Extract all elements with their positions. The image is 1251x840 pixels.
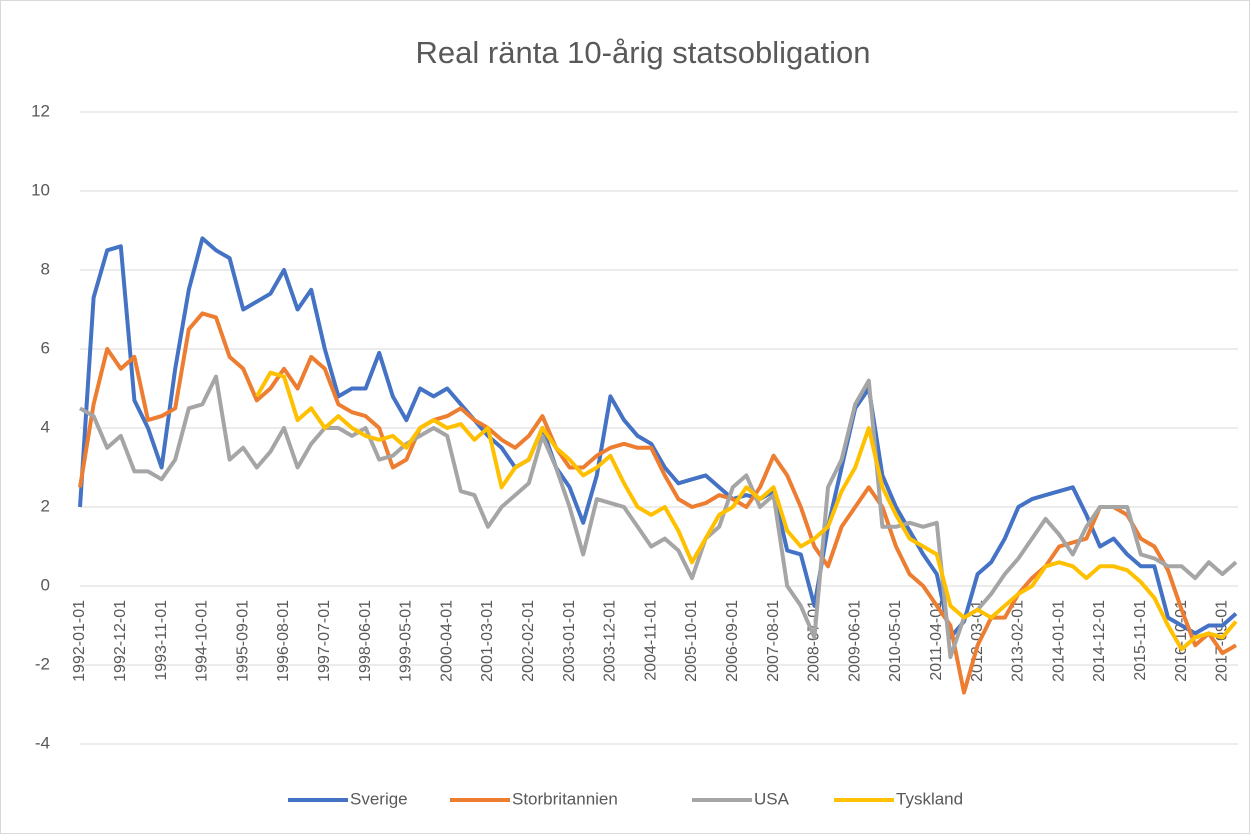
x-tick-label: 1998-06-01: [357, 600, 374, 682]
x-tick-label: 2000-04-01: [438, 600, 455, 682]
y-tick-label: 2: [41, 496, 50, 515]
chart-title: Real ränta 10-årig statsobligation: [416, 35, 871, 70]
x-tick-label: 2002-02-01: [520, 600, 537, 682]
x-tick-label: 2010-05-01: [887, 600, 904, 682]
line-series: [79, 374, 1238, 660]
x-tick-label: 2003-12-01: [602, 600, 619, 682]
x-tick-label: 1994-10-01: [194, 600, 211, 682]
x-tick-label: 1993-11-01: [153, 600, 170, 681]
x-tick-label: 2009-06-01: [846, 600, 863, 682]
x-tick-label: 1997-07-01: [316, 600, 333, 682]
x-tick-label: 2003-01-01: [561, 600, 578, 682]
x-tick-label: 2006-09-01: [724, 600, 741, 682]
legend-label: Tyskland: [896, 789, 963, 808]
x-tick-label: 2008-07-01: [806, 600, 823, 682]
y-tick-label: -4: [35, 733, 50, 752]
x-tick-label: 2015-11-01: [1132, 600, 1149, 681]
line-series: [255, 370, 1238, 652]
x-tick-label: 1995-09-01: [234, 600, 251, 682]
x-tick-label: 2001-03-01: [479, 600, 496, 682]
y-tick-label: 12: [31, 101, 50, 120]
legend-label: Sverige: [350, 789, 408, 808]
y-tick-label: -2: [35, 654, 50, 673]
x-tick-label: 1996-08-01: [275, 600, 292, 682]
x-tick-label: 2013-02-01: [1010, 600, 1027, 682]
line-series: [78, 236, 1238, 640]
y-tick-label: 8: [41, 259, 50, 278]
y-tick-label: 0: [41, 575, 50, 594]
y-tick-label: 6: [41, 338, 50, 357]
x-tick-label: 2011-04-01: [928, 600, 945, 681]
x-tick-label: 2014-01-01: [1050, 600, 1067, 682]
x-tick-label: 1992-01-01: [71, 600, 88, 682]
x-tick-label: 2005-10-01: [683, 600, 700, 682]
x-tick-label: 2004-11-01: [642, 600, 659, 681]
x-tick-label: 2014-12-01: [1091, 600, 1108, 682]
y-tick-label: 10: [31, 180, 50, 199]
x-tick-label: 1992-12-01: [112, 600, 129, 682]
y-tick-label: 4: [41, 417, 50, 436]
x-tick-label: 1999-05-01: [398, 600, 415, 682]
x-tick-label: 2007-08-01: [765, 600, 782, 682]
legend-label: Storbritannien: [512, 789, 618, 808]
legend-label: USA: [754, 789, 790, 808]
